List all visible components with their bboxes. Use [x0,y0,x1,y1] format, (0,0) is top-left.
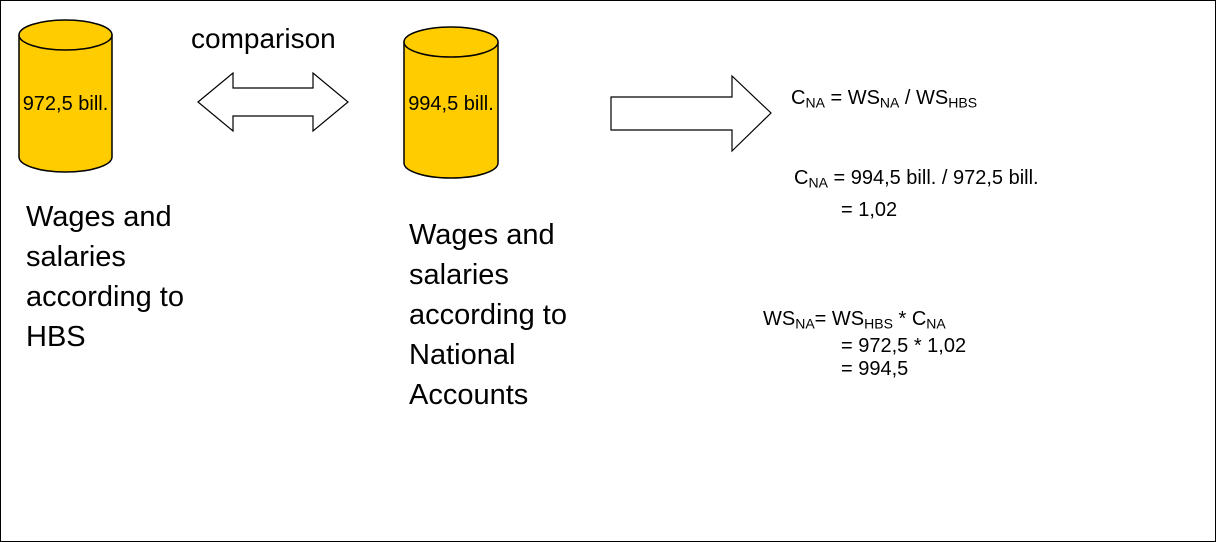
formula-line: = 994,5 [841,358,908,381]
caption-line: salaries [26,241,126,273]
value-label: 972,5 bill. [22,93,109,115]
formula-line: CNA = 994,5 bill. / 972,5 bill. [794,167,1039,191]
cylinder-left [18,19,113,173]
caption-line: according to [26,281,184,313]
caption-line: salaries [409,259,509,291]
double-arrow [197,71,349,133]
formula-text: = 994,5 bill. / 972,5 bill. [827,167,1039,189]
formula-line: = 1,02 [841,199,897,222]
caption-line: National [409,339,516,371]
formula-line: = 972,5 * 1,02 [841,335,966,358]
formula-text: = WS [814,308,865,330]
caption-line: according to [409,299,567,331]
formula-text: = WS [824,87,880,109]
formula-text: C [794,167,809,189]
comparison-label: comparison [191,23,336,54]
subscript: NA [808,174,828,191]
subscript: HBS [864,315,893,332]
subscript: NA [805,94,825,111]
subscript: NA [879,94,900,111]
subscript: NA [795,315,815,332]
formula-text: / WS [899,87,949,109]
formula-text: = 972,5 * 1,02 [841,335,967,357]
formula-text: WS [763,308,796,330]
formula-text: = 1,02 [841,199,898,221]
formula-line: WSNA= WSHBS * CNA [763,308,946,332]
formula-text: * C [892,308,927,330]
subscript: HBS [948,94,978,111]
caption-line: Accounts [409,379,529,411]
cylinder-right [403,26,499,179]
formula-line: CNA = WSNA / WSHBS [791,87,977,111]
arrow [610,74,772,153]
caption-line: HBS [26,321,86,353]
caption-line: Wages and [26,201,172,233]
value-label: 994,5 bill. [408,93,494,115]
formula-text: C [791,87,806,109]
formula-text: = 994,5 [841,358,909,380]
caption-line: Wages and [409,219,555,251]
subscript: NA [926,315,946,332]
